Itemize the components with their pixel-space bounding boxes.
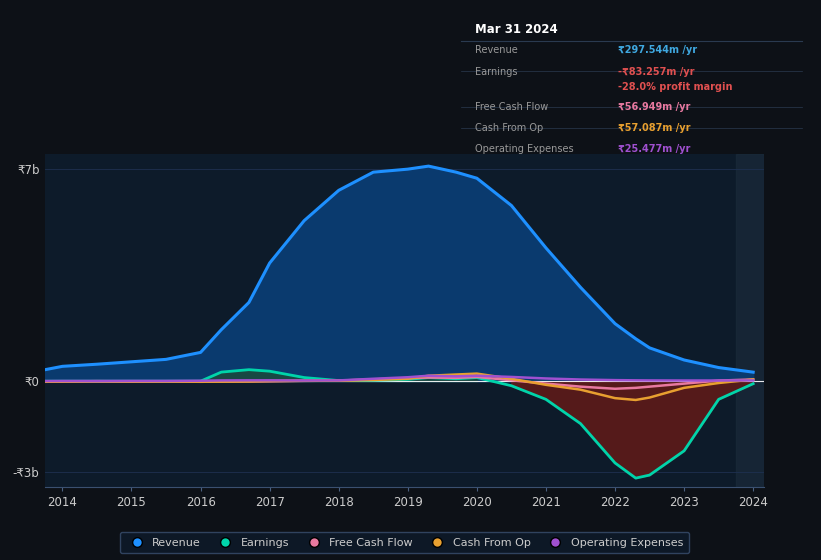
- Text: ₹297.544m /yr: ₹297.544m /yr: [618, 45, 697, 55]
- Bar: [736, 154, 764, 487]
- Text: -₹83.257m /yr: -₹83.257m /yr: [618, 67, 695, 77]
- Text: -28.0% profit margin: -28.0% profit margin: [618, 82, 732, 92]
- Text: Operating Expenses: Operating Expenses: [475, 144, 574, 154]
- Text: ₹57.087m /yr: ₹57.087m /yr: [618, 123, 690, 133]
- Text: Cash From Op: Cash From Op: [475, 123, 544, 133]
- Text: Revenue: Revenue: [475, 45, 518, 55]
- Text: Mar 31 2024: Mar 31 2024: [475, 23, 557, 36]
- Text: Earnings: Earnings: [475, 67, 517, 77]
- Text: ₹25.477m /yr: ₹25.477m /yr: [618, 144, 690, 154]
- Legend: Revenue, Earnings, Free Cash Flow, Cash From Op, Operating Expenses: Revenue, Earnings, Free Cash Flow, Cash …: [120, 532, 689, 553]
- Text: Free Cash Flow: Free Cash Flow: [475, 102, 548, 112]
- Text: ₹56.949m /yr: ₹56.949m /yr: [618, 102, 690, 112]
